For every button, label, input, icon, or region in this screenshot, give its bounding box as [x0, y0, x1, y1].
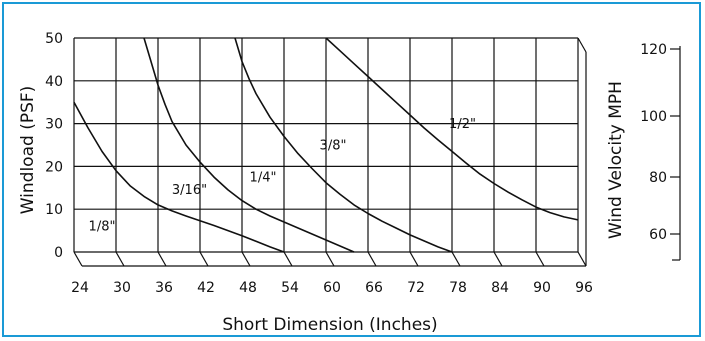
right-edge-top: [577, 37, 587, 53]
labels: 0 10 20 30 40 50 24 30 36 42 48 54 60 66 72 78 84 90 96 1/8…: [45, 31, 667, 296]
base-tick: [241, 251, 251, 267]
base-tick: [409, 251, 419, 267]
series-curve: [143, 37, 355, 253]
x-tick-label: 54: [281, 280, 299, 296]
y2-axis-title: Wind Velocity MPH: [606, 81, 626, 239]
x-tick-label: 30: [113, 280, 131, 296]
curves: [73, 37, 579, 253]
base-tick: [367, 251, 377, 267]
y-tick-label: 20: [45, 159, 63, 175]
curve-label: 1/2": [449, 117, 476, 132]
base-tick: [283, 251, 293, 267]
grid: [73, 37, 681, 267]
curve-label: 3/16": [172, 183, 207, 198]
series-curve: [325, 37, 579, 221]
series-curve: [234, 37, 453, 253]
base-tick: [199, 251, 209, 267]
x-tick-label: 24: [71, 280, 89, 296]
base-tick: [157, 251, 167, 267]
y2-tick-label: 80: [649, 170, 667, 186]
y-tick-label: 40: [45, 74, 63, 90]
y-tick-label: 30: [45, 117, 63, 133]
x-tick-label: 72: [407, 280, 425, 296]
series-curve: [73, 101, 285, 253]
x-tick-label: 96: [575, 280, 593, 296]
x-axis-title: Short Dimension (Inches): [222, 315, 437, 335]
y2-tick-label: 60: [649, 227, 667, 243]
chart-frame: [2, 2, 701, 337]
x-tick-label: 90: [533, 280, 551, 296]
x-tick-label: 60: [323, 280, 341, 296]
y2-tick-label: 120: [640, 42, 667, 58]
x-tick-label: 66: [365, 280, 383, 296]
base-tick: [115, 251, 125, 267]
curve-label: 1/4": [250, 170, 277, 185]
y2-tick-label: 100: [640, 109, 667, 125]
curve-label: 1/8": [89, 220, 116, 235]
x-tick-label: 36: [155, 280, 173, 296]
base-tick: [535, 251, 545, 267]
y-tick-label: 50: [45, 31, 63, 47]
x-tick-label: 78: [449, 280, 467, 296]
base-tick: [493, 251, 503, 267]
base-tick: [325, 251, 335, 267]
x-tick-label: 84: [491, 280, 509, 296]
base-tick: [577, 251, 587, 267]
base-tick: [73, 251, 83, 267]
base-tick: [451, 251, 461, 267]
y-tick-label: 10: [45, 202, 63, 218]
x-tick-label: 48: [239, 280, 257, 296]
x-tick-label: 42: [197, 280, 215, 296]
curve-label: 3/8": [320, 138, 347, 153]
y-tick-label: 0: [54, 245, 63, 261]
y-axis-title: Windload (PSF): [18, 86, 38, 215]
